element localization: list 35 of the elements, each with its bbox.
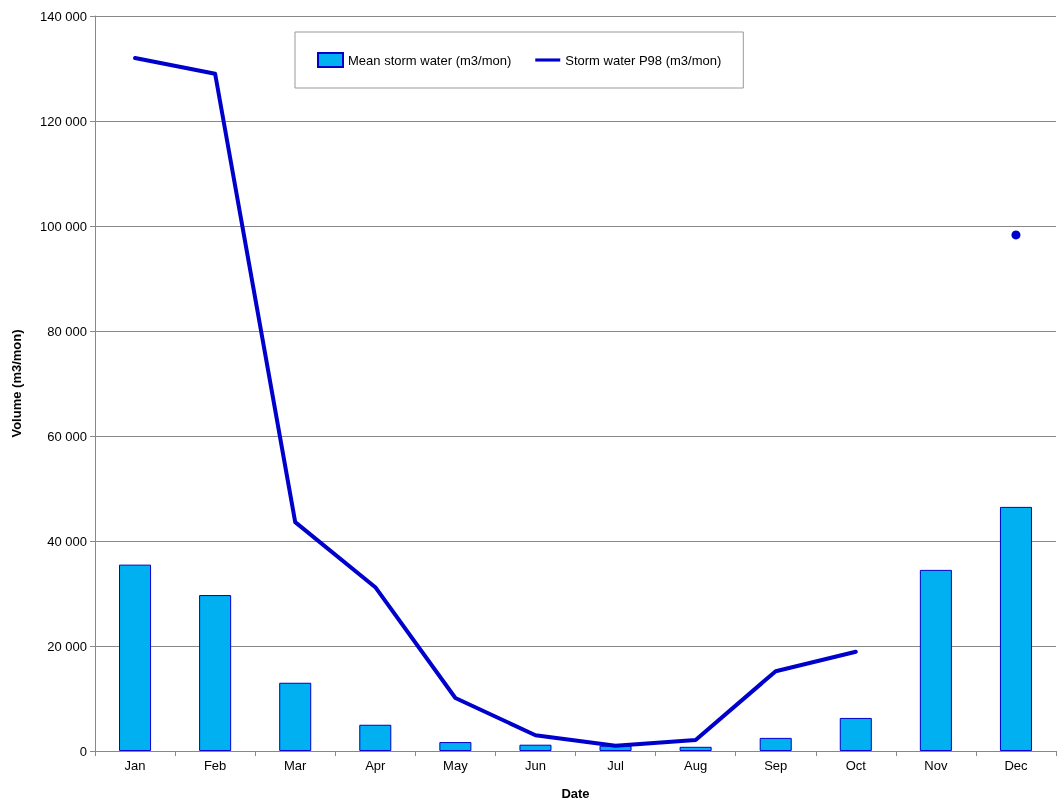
bar <box>359 724 392 751</box>
y-tick-label: 80 000 <box>47 323 87 339</box>
bar <box>839 717 872 751</box>
y-tick-label: 100 000 <box>40 218 87 234</box>
x-tick-label: Feb <box>203 758 227 773</box>
legend-label: Storm water P98 (m3/mon) <box>565 52 722 68</box>
y-tick-label: 40 000 <box>47 533 87 549</box>
x-tick-label: Jun <box>524 758 546 773</box>
y-tick-label: 60 000 <box>47 428 87 444</box>
x-tick-label: Apr <box>365 758 387 773</box>
y-axis-title: Volume (m3/mon) <box>9 329 24 438</box>
bar <box>519 744 552 751</box>
x-tick-label: Nov <box>924 758 948 773</box>
y-tick-label: 140 000 <box>40 8 87 24</box>
bar <box>439 742 472 751</box>
bar <box>679 746 712 751</box>
bar <box>119 564 152 751</box>
bar <box>999 506 1032 751</box>
y-tick-label: 0 <box>79 743 87 759</box>
bar <box>919 569 952 751</box>
x-axis-title: Date <box>561 786 590 801</box>
y-tick-label: 20 000 <box>47 638 87 654</box>
x-tick-label: Jul <box>607 758 624 773</box>
x-tick-label: Mar <box>284 758 308 773</box>
y-tick-label: 120 000 <box>40 113 87 129</box>
x-tick-label: Jan <box>124 758 146 773</box>
x-tick-label: May <box>443 758 469 773</box>
legend-label: Mean storm water (m3/mon) <box>348 52 512 68</box>
x-tick-label: Aug <box>684 758 708 773</box>
x-tick-label: Dec <box>1004 758 1029 773</box>
bar <box>279 682 312 751</box>
bar <box>759 737 792 751</box>
x-tick-label: Oct <box>845 758 867 773</box>
x-tick-label: Sep <box>764 758 788 773</box>
bar <box>199 595 232 751</box>
